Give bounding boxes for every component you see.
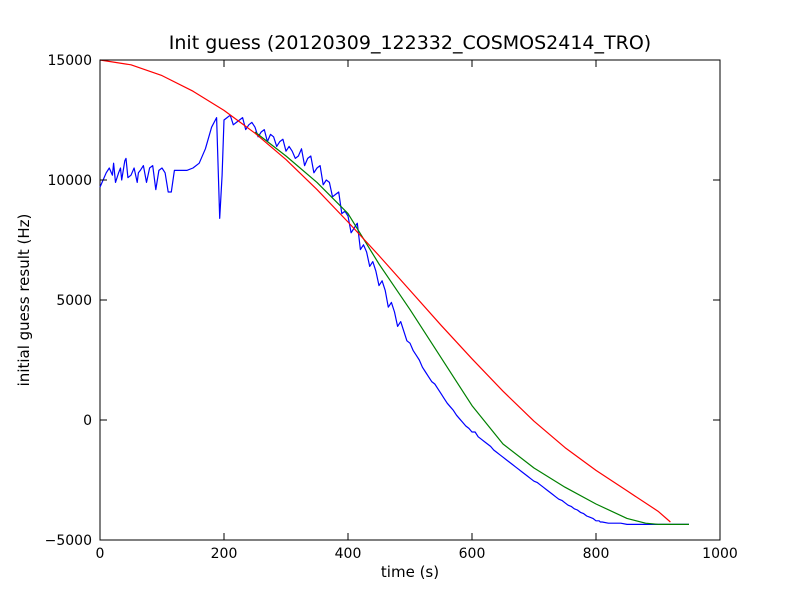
series-line-1 (254, 131, 689, 526)
x-tick-label: 800 (583, 546, 610, 562)
series-line-0 (99, 114, 689, 526)
axes-frame (99, 59, 721, 541)
chart-title: Init guess (20120309_122332_COSMOS2414_T… (169, 32, 651, 54)
y-tick-label: 10000 (47, 173, 92, 189)
x-tick-label: 1000 (702, 546, 738, 562)
series-line-2 (99, 59, 671, 523)
series-layer (99, 59, 689, 526)
x-axis-label: time (s) (381, 563, 439, 581)
y-axis-label: initial guess result (Hz) (15, 214, 33, 387)
y-tick-label: −5000 (45, 533, 92, 549)
x-tick-label: 0 (96, 546, 105, 562)
x-tick-label: 200 (211, 546, 238, 562)
y-tick-label: 0 (83, 413, 92, 429)
x-tick-label: 400 (335, 546, 362, 562)
x-tick-label: 600 (459, 546, 486, 562)
y-tick-label: 15000 (47, 53, 92, 69)
y-tick-label: 5000 (56, 293, 92, 309)
